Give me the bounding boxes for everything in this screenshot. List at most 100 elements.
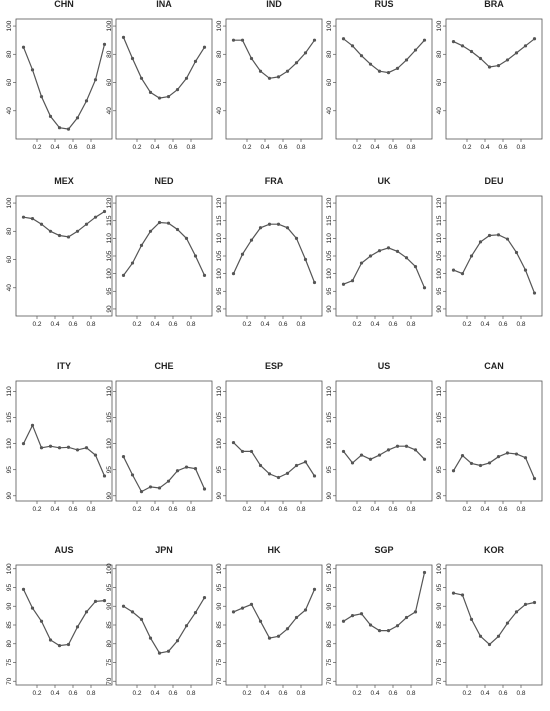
data-point — [303, 460, 308, 464]
data-point — [294, 615, 299, 620]
y-tick-label: 85 — [216, 621, 223, 629]
x-tick-label: 0.4 — [480, 144, 489, 151]
data-point — [496, 634, 501, 638]
data-point — [75, 625, 80, 629]
y-tick-label: 110 — [326, 233, 333, 244]
x-tick-label: 0.8 — [406, 321, 415, 328]
x-tick-label: 0.4 — [370, 506, 379, 513]
data-point — [451, 469, 456, 473]
y-tick-label: 80 — [106, 640, 113, 648]
chart-panel-aus: AUS 70 75 80 85 90 95 100 0.2 0.4 0.6 0.8 — [6, 545, 113, 697]
x-tick-label: 0.6 — [68, 144, 77, 151]
chart-panel-esp: ESP 90 95 100 105 110 0.2 0.4 0.6 0.8 — [216, 361, 323, 513]
x-tick-label: 0.8 — [186, 321, 195, 328]
y-tick-label: 90 — [6, 492, 13, 500]
data-point — [386, 71, 391, 75]
y-tick-label: 80 — [326, 640, 333, 648]
data-point — [514, 452, 519, 456]
y-tick-label: 40 — [6, 284, 13, 292]
data-point — [413, 264, 418, 269]
y-tick-label: 115 — [106, 215, 113, 226]
x-tick-label: 0.8 — [296, 690, 305, 697]
data-point — [523, 602, 528, 606]
data-point — [30, 423, 35, 427]
series-line — [123, 221, 206, 276]
plot-frame — [335, 564, 433, 686]
data-point — [460, 44, 465, 48]
chart-title: IND — [266, 0, 282, 9]
data-point — [84, 446, 89, 450]
data-point — [148, 90, 153, 95]
data-point — [285, 226, 290, 230]
x-tick-label: 0.2 — [462, 144, 471, 151]
y-tick-label: 40 — [326, 107, 333, 115]
data-point — [121, 273, 126, 278]
y-tick-label: 80 — [6, 227, 13, 235]
data-point — [130, 56, 135, 61]
plot-frame — [225, 564, 323, 686]
data-point — [231, 38, 236, 42]
data-point — [202, 273, 207, 278]
y-tick-label: 40 — [106, 107, 113, 115]
y-tick-label: 100 — [326, 20, 333, 31]
x-tick-label: 0.6 — [278, 321, 287, 328]
data-point — [57, 644, 62, 648]
plot-frame — [445, 195, 543, 317]
x-tick-label: 0.6 — [68, 690, 77, 697]
x-tick-label: 0.4 — [260, 506, 269, 513]
x-tick-label: 0.2 — [132, 506, 141, 513]
data-point — [231, 610, 236, 614]
chart-panel-ina: INA 40 60 80 100 0.2 0.4 0.6 0.8 — [106, 0, 213, 151]
x-tick-label: 0.6 — [388, 506, 397, 513]
x-tick-label: 0.4 — [370, 321, 379, 328]
x-tick-label: 0.2 — [352, 506, 361, 513]
y-tick-label: 85 — [326, 621, 333, 629]
y-tick-label: 95 — [106, 287, 113, 295]
data-point — [514, 250, 519, 255]
y-tick-label: 70 — [436, 677, 443, 685]
data-point — [496, 63, 501, 68]
x-tick-label: 0.4 — [370, 690, 379, 697]
data-point — [505, 237, 510, 241]
data-point — [368, 62, 373, 66]
y-tick-label: 115 — [326, 215, 333, 226]
series-line — [343, 572, 426, 632]
series-line — [23, 210, 105, 238]
data-point — [294, 61, 299, 65]
y-tick-label: 110 — [106, 233, 113, 244]
chart-panel-ned: NED 90 95 100 105 110 115 120 0.2 0.4 0.6 0.8 — [106, 176, 213, 328]
x-tick-label: 0.4 — [150, 321, 159, 328]
y-tick-label: 90 — [106, 602, 113, 610]
chart-title: RUS — [374, 0, 393, 9]
data-point — [57, 233, 62, 238]
data-point — [84, 99, 89, 103]
plot-frame — [445, 18, 543, 140]
x-tick-label: 0.8 — [516, 321, 525, 328]
y-tick-label: 80 — [216, 50, 223, 58]
data-point — [413, 610, 418, 614]
data-point — [175, 87, 180, 92]
data-point — [478, 240, 483, 244]
data-point — [395, 624, 400, 628]
y-tick-label: 100 — [326, 268, 333, 279]
x-tick-label: 0.6 — [278, 690, 287, 697]
y-tick-label: 115 — [216, 215, 223, 226]
data-point — [496, 455, 501, 459]
y-tick-label: 95 — [6, 466, 13, 474]
data-point — [312, 474, 317, 478]
y-tick-label: 105 — [436, 412, 443, 423]
x-tick-label: 0.6 — [388, 690, 397, 697]
data-point — [157, 220, 162, 225]
series-line — [22, 423, 106, 477]
y-tick-label: 100 — [326, 563, 333, 574]
data-point — [478, 634, 483, 638]
y-tick-label: 95 — [216, 287, 223, 295]
data-point — [21, 587, 26, 591]
data-point — [75, 448, 80, 452]
y-tick-label: 100 — [106, 268, 113, 279]
data-point — [166, 221, 171, 225]
y-tick-label: 95 — [436, 584, 443, 592]
data-point — [532, 291, 537, 295]
data-point — [377, 69, 382, 73]
chart-panel-ity: ITY 90 95 100 105 110 0.2 0.4 0.6 0.8 — [6, 361, 113, 513]
